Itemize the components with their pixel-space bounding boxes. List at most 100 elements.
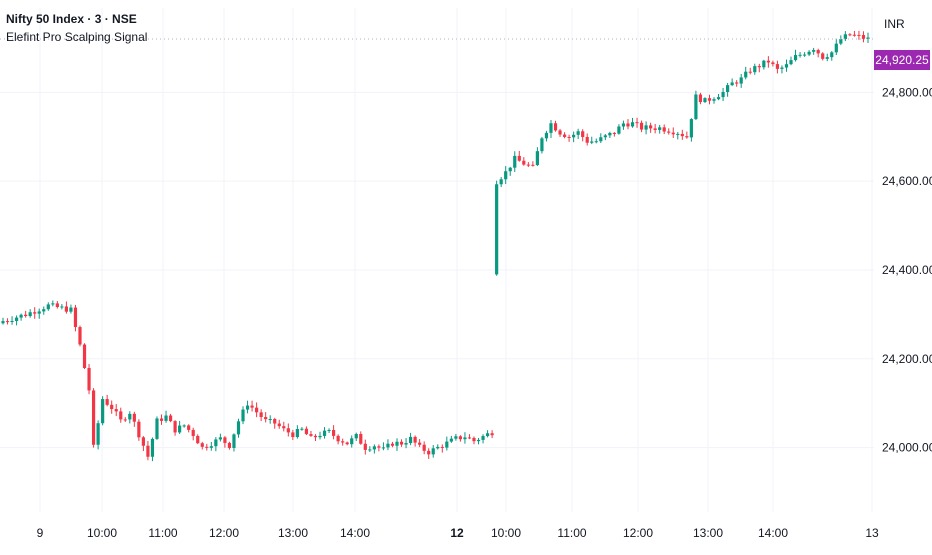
candle-body	[653, 128, 657, 130]
candle-body	[273, 419, 277, 424]
candle	[137, 419, 141, 441]
candle	[60, 304, 64, 310]
candle	[680, 129, 684, 140]
candle-body	[753, 66, 757, 73]
candle-body	[504, 171, 508, 180]
candle-body	[51, 303, 55, 305]
candle-body	[861, 35, 866, 39]
candle	[567, 134, 571, 142]
candle	[581, 129, 585, 142]
candle	[55, 301, 59, 309]
candle	[178, 420, 182, 434]
candle-body	[449, 438, 453, 442]
candle-body	[377, 446, 381, 448]
candle-body	[110, 404, 114, 410]
candle-body	[386, 443, 390, 448]
candle-body	[735, 82, 739, 84]
candle	[558, 128, 562, 137]
x-tick-label: 12:00	[209, 526, 239, 540]
candle	[232, 433, 236, 452]
candle-body	[644, 125, 648, 130]
candle	[73, 304, 78, 332]
candle-body	[304, 428, 309, 435]
candle-body	[200, 443, 204, 447]
candle	[757, 63, 761, 73]
price-axis: 24,000.00 24,200.00 24,400.00 24,600.00 24,8…	[882, 85, 932, 454]
candle	[345, 441, 349, 446]
candle	[24, 310, 28, 318]
candle-body	[241, 409, 245, 422]
candle	[336, 434, 340, 445]
candle	[535, 147, 539, 167]
candle-body	[187, 425, 191, 430]
candle	[42, 306, 46, 315]
candle	[775, 60, 780, 74]
x-tick-label: 13:00	[278, 526, 308, 540]
candle	[33, 307, 37, 319]
candle	[386, 439, 390, 451]
candle-body	[798, 54, 802, 56]
candle	[626, 119, 630, 130]
candle	[748, 67, 752, 75]
candle	[1, 317, 5, 325]
candle-body	[549, 123, 553, 133]
candle-body	[789, 60, 793, 65]
candle	[621, 120, 626, 130]
candle-body	[517, 155, 521, 161]
candle	[617, 124, 621, 135]
candle	[861, 31, 866, 43]
candle-body	[182, 425, 186, 427]
candle-body	[236, 421, 241, 435]
candle-body	[766, 60, 770, 63]
candle	[476, 437, 481, 445]
candle-body	[671, 132, 675, 135]
candle	[277, 419, 281, 429]
symbol-title[interactable]: Nifty 50 Index · 3 · NSE	[6, 12, 137, 26]
candle	[544, 130, 549, 142]
candle-body	[173, 421, 177, 433]
candle	[707, 94, 712, 105]
candle-body	[191, 429, 195, 436]
candle	[585, 133, 589, 146]
candle	[590, 136, 594, 145]
candle	[14, 315, 19, 326]
candle	[649, 122, 653, 133]
candle-body	[848, 34, 852, 36]
candle	[241, 406, 245, 425]
candle-body	[576, 131, 580, 135]
candle-body	[78, 327, 82, 345]
candle	[658, 124, 662, 134]
candle-body	[28, 312, 32, 317]
indicator-name[interactable]: Elefint Pro Scalping Signal	[6, 30, 148, 44]
candle-body	[37, 311, 41, 314]
candle-body	[540, 138, 544, 152]
candle	[155, 416, 159, 440]
candle	[481, 434, 485, 444]
candle-body	[309, 434, 313, 436]
candle	[744, 66, 748, 80]
candle	[168, 413, 173, 423]
candle	[427, 448, 431, 459]
candle	[463, 432, 467, 444]
candle	[789, 56, 793, 66]
candle	[214, 437, 218, 452]
candle	[91, 388, 96, 448]
candle	[381, 442, 386, 451]
candle-body	[658, 127, 662, 130]
candle-body	[395, 441, 399, 446]
candle	[504, 166, 508, 185]
candle-body	[744, 71, 748, 78]
x-tick-label: 14:00	[340, 526, 370, 540]
candle	[245, 400, 250, 414]
candle	[390, 441, 395, 448]
candle-body	[780, 67, 784, 69]
candle	[173, 420, 177, 436]
candle	[64, 301, 69, 314]
candle	[313, 434, 318, 441]
y-tick-label: 24,000.00	[882, 441, 932, 455]
currency-label[interactable]: INR	[884, 17, 905, 31]
candle	[422, 441, 426, 455]
candle-body	[336, 435, 340, 442]
